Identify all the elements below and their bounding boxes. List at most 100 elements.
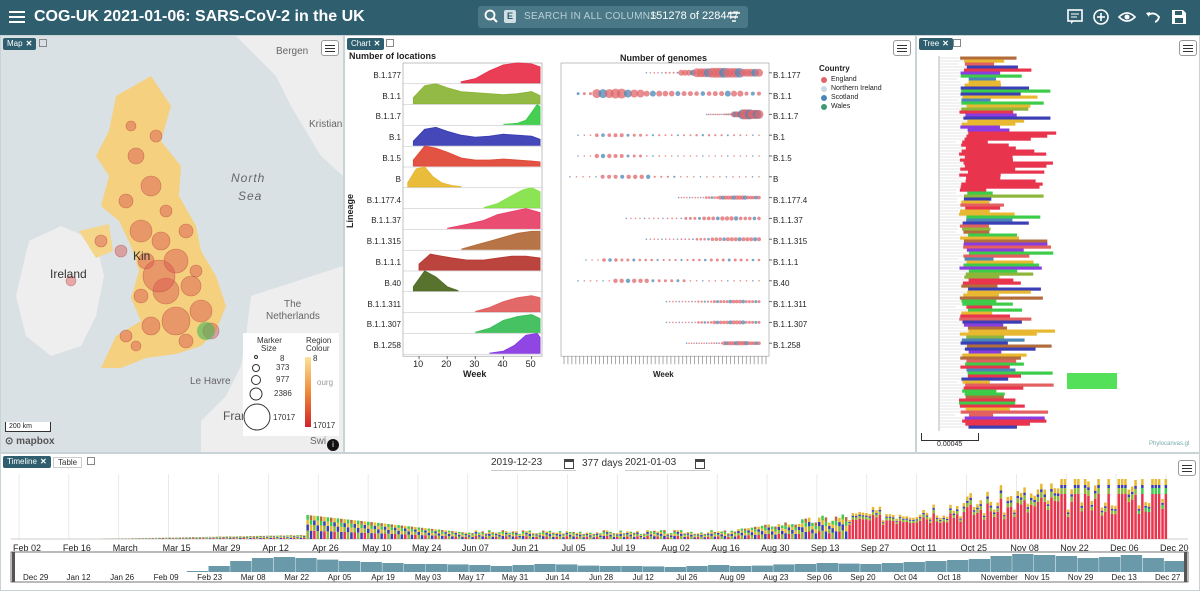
window-icon[interactable] bbox=[87, 457, 95, 465]
timeline-bar bbox=[1094, 490, 1097, 494]
timeline-bar bbox=[1046, 506, 1050, 511]
timeline-bar bbox=[1067, 512, 1070, 514]
settings-icon[interactable] bbox=[1178, 460, 1196, 476]
timeline-bar bbox=[814, 525, 818, 530]
timeline-bar bbox=[764, 534, 767, 539]
timeline-bar bbox=[1127, 502, 1131, 539]
end-date-input[interactable]: 2021-01-03 bbox=[625, 457, 710, 471]
timeline-bar bbox=[562, 537, 565, 539]
settings-icon[interactable] bbox=[1179, 40, 1197, 56]
add-icon[interactable] bbox=[1092, 8, 1110, 26]
calendar-icon[interactable] bbox=[695, 459, 705, 469]
search-icon[interactable] bbox=[484, 9, 498, 23]
timeline-bar bbox=[895, 521, 898, 524]
tab-map[interactable]: Map ✕ bbox=[3, 38, 37, 50]
settings-icon[interactable] bbox=[321, 40, 339, 56]
menu-icon[interactable] bbox=[9, 9, 25, 25]
legend-colour-ramp bbox=[305, 357, 311, 427]
window-icon[interactable] bbox=[386, 39, 394, 47]
genome-dot bbox=[577, 134, 579, 136]
tree-pane[interactable]: Tree ✕ 0.00045 Phylocanvas.gl bbox=[916, 35, 1200, 453]
eye-icon[interactable] bbox=[1118, 8, 1136, 26]
timeline-bar bbox=[1164, 494, 1168, 539]
genome-dot bbox=[651, 134, 654, 137]
close-icon[interactable]: ✕ bbox=[942, 39, 949, 48]
timeline-bar bbox=[572, 533, 575, 535]
tab-table[interactable]: Table bbox=[53, 457, 83, 468]
genome-dot bbox=[714, 134, 717, 137]
overview-tick-label: Nov 29 bbox=[1067, 573, 1094, 582]
undo-icon[interactable] bbox=[1144, 8, 1162, 26]
timeline-bar bbox=[299, 537, 303, 539]
timeline-bar bbox=[1141, 485, 1144, 488]
genome-dot bbox=[634, 217, 637, 220]
timeline-bar bbox=[491, 532, 494, 534]
tab-chart-label: Chart bbox=[351, 39, 371, 48]
overview-tick-label: May 31 bbox=[501, 573, 529, 582]
search-mode-key[interactable]: E bbox=[504, 10, 516, 23]
timeline-bar bbox=[700, 533, 703, 535]
map-pane[interactable]: Map✕ Bergen Kristiansa North Sea Ireland… bbox=[0, 35, 344, 453]
map-svg[interactable] bbox=[1, 36, 343, 452]
timeline-bar bbox=[592, 534, 595, 536]
timeline-bar bbox=[787, 534, 791, 539]
timeline-bar bbox=[885, 520, 888, 539]
timeline-bar bbox=[1164, 488, 1168, 494]
timeline-bar bbox=[552, 535, 555, 537]
timeline-bar bbox=[282, 537, 286, 539]
close-icon[interactable]: ✕ bbox=[25, 39, 33, 48]
ridgeline-chart[interactable] bbox=[345, 36, 916, 453]
timeline-bar bbox=[417, 532, 420, 535]
filter-icon[interactable] bbox=[727, 10, 741, 24]
genome-dot bbox=[712, 300, 716, 304]
timeline-bar bbox=[531, 534, 535, 536]
info-icon[interactable]: i bbox=[327, 439, 339, 451]
calendar-icon[interactable] bbox=[564, 459, 574, 469]
genome-dot bbox=[703, 300, 706, 303]
window-icon[interactable] bbox=[953, 39, 961, 47]
tree-clade bbox=[966, 218, 1013, 222]
timeline-bar bbox=[727, 533, 730, 535]
tab-timeline[interactable]: Timeline ✕ bbox=[3, 456, 51, 468]
timeline-pane[interactable]: Timeline ✕ Table 2019-12-23 377 days 2021… bbox=[0, 453, 1200, 591]
phylogenetic-tree[interactable] bbox=[917, 36, 1200, 453]
close-icon[interactable]: ✕ bbox=[373, 39, 381, 48]
tree-clade bbox=[963, 161, 1053, 165]
timeline-bar bbox=[595, 534, 599, 537]
timeline-tick-label: Jun 21 bbox=[511, 543, 539, 553]
overview-tick-label: Mar 08 bbox=[240, 573, 266, 582]
genome-dot bbox=[589, 134, 592, 136]
genome-dot bbox=[710, 237, 715, 241]
tree-clade bbox=[961, 200, 990, 204]
timeline-bar bbox=[222, 538, 225, 539]
timeline-bar bbox=[518, 534, 521, 536]
comment-icon[interactable] bbox=[1066, 8, 1084, 26]
timeline-bar bbox=[575, 536, 579, 539]
timeline-bar bbox=[626, 531, 629, 533]
close-icon[interactable]: ✕ bbox=[39, 457, 47, 466]
timeline-bar bbox=[686, 536, 690, 539]
save-icon[interactable] bbox=[1170, 8, 1188, 26]
genome-dot bbox=[691, 321, 693, 324]
search-input[interactable]: SEARCH IN ALL COLUMNS bbox=[524, 11, 658, 22]
search-bar[interactable]: E SEARCH IN ALL COLUMNS 151278 of 228447 bbox=[478, 6, 748, 28]
timeline-chart[interactable] bbox=[1, 454, 1200, 591]
window-icon[interactable] bbox=[39, 39, 47, 47]
tab-chart[interactable]: Chart ✕ bbox=[347, 38, 385, 50]
timeline-bar bbox=[740, 532, 744, 536]
start-date-input[interactable]: 2019-12-23 bbox=[491, 457, 576, 471]
chart-pane[interactable]: Chart ✕ Number of locations Number of gen… bbox=[344, 35, 916, 453]
timeline-bar bbox=[262, 536, 266, 538]
timeline-bar bbox=[939, 517, 942, 520]
timeline-bar bbox=[370, 533, 373, 539]
timeline-bar bbox=[740, 535, 744, 539]
timeline-bar bbox=[326, 521, 330, 526]
genome-dot bbox=[706, 300, 710, 303]
settings-icon[interactable] bbox=[893, 40, 911, 56]
tab-tree[interactable]: Tree ✕ bbox=[919, 38, 953, 50]
timeline-bar bbox=[447, 530, 451, 533]
timeline-bar bbox=[501, 532, 505, 534]
timeline-bar bbox=[599, 534, 602, 536]
timeline-bar bbox=[592, 537, 595, 539]
timeline-bar bbox=[1050, 489, 1053, 492]
